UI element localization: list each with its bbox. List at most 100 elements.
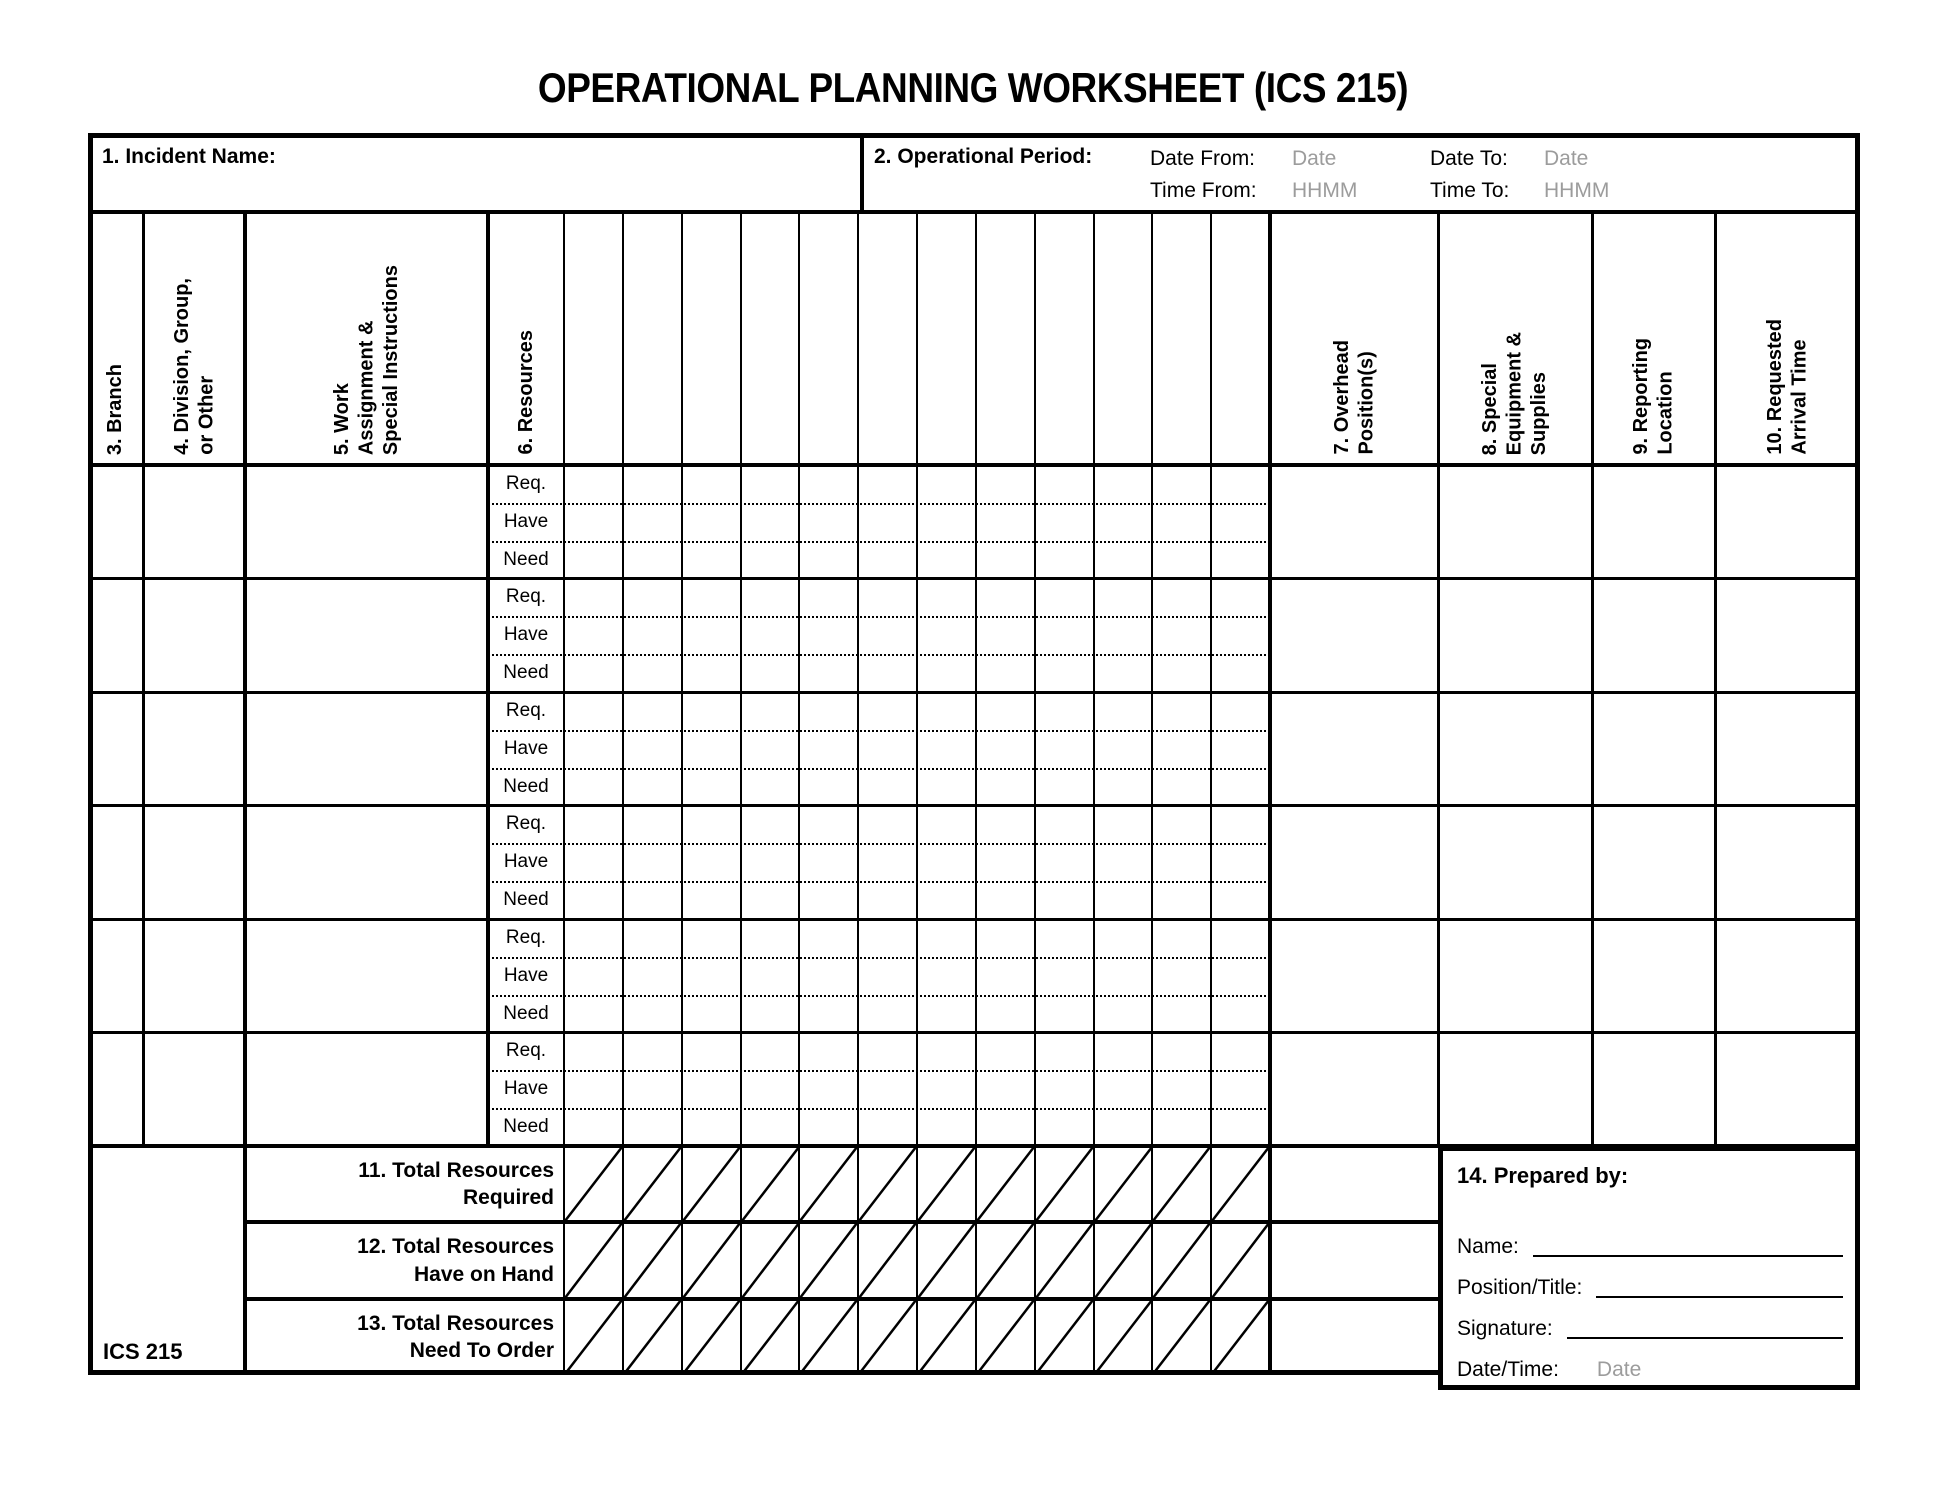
overhead-position-cell[interactable] [1270,1033,1438,1147]
resource-count-cell[interactable] [1211,1108,1270,1146]
prepared-name-input[interactable] [1532,1255,1843,1257]
resource-count-cell[interactable] [976,579,1035,617]
resource-count-cell[interactable] [1035,579,1094,617]
resource-count-cell[interactable] [1094,881,1153,919]
resource-count-cell[interactable] [858,995,917,1033]
resource-count-cell[interactable] [564,465,623,503]
prepared-signature-input[interactable] [1566,1337,1843,1339]
resource-count-cell[interactable] [741,654,800,692]
resource-count-cell[interactable] [858,843,917,881]
overhead-position-cell[interactable] [1270,692,1438,806]
resource-count-cell[interactable] [1211,579,1270,617]
overhead-total-cell[interactable] [1270,1299,1438,1375]
resource-count-cell[interactable] [623,768,682,806]
resource-count-cell[interactable] [1035,503,1094,541]
resource-count-cell[interactable] [564,1070,623,1108]
resource-count-cell[interactable] [623,957,682,995]
resource-count-cell[interactable] [1094,616,1153,654]
resource-count-cell[interactable] [682,541,741,579]
resource-count-cell[interactable] [1035,806,1094,844]
resource-count-cell[interactable] [682,579,741,617]
resource-count-cell[interactable] [623,1070,682,1108]
resource-count-cell[interactable] [564,881,623,919]
resource-count-cell[interactable] [564,768,623,806]
resource-count-cell[interactable] [682,692,741,730]
resource-count-cell[interactable] [1035,1033,1094,1071]
resource-count-cell[interactable] [1211,503,1270,541]
requested-arrival-cell[interactable] [1715,919,1860,1033]
resource-count-cell[interactable] [976,692,1035,730]
resource-count-cell[interactable] [741,503,800,541]
resource-count-cell[interactable] [682,503,741,541]
resource-count-cell[interactable] [799,957,858,995]
resource-count-cell[interactable] [564,843,623,881]
work-assignment-cell[interactable] [245,1033,488,1147]
resource-type-header-cell[interactable] [623,212,682,465]
resource-count-cell[interactable] [741,1033,800,1071]
reporting-location-cell[interactable] [1592,806,1715,920]
resource-count-cell[interactable] [564,1033,623,1071]
resource-count-cell[interactable] [741,768,800,806]
resource-count-cell[interactable] [917,919,976,957]
resource-count-cell[interactable] [623,843,682,881]
resource-count-cell[interactable] [1035,881,1094,919]
resource-count-cell[interactable] [1094,541,1153,579]
resource-count-cell[interactable] [976,730,1035,768]
resource-count-cell[interactable] [858,919,917,957]
resource-count-cell[interactable] [1152,465,1211,503]
resource-count-cell[interactable] [1211,768,1270,806]
resource-count-cell[interactable] [1035,654,1094,692]
resource-type-header-cell[interactable] [1035,212,1094,465]
resource-count-cell[interactable] [799,579,858,617]
resource-count-cell[interactable] [917,768,976,806]
resource-count-cell[interactable] [1211,541,1270,579]
resource-count-cell[interactable] [1211,919,1270,957]
special-equipment-cell[interactable] [1438,919,1592,1033]
resource-count-cell[interactable] [1035,692,1094,730]
resource-count-cell[interactable] [1094,843,1153,881]
resource-type-header-cell[interactable] [858,212,917,465]
resource-count-cell[interactable] [1094,1033,1153,1071]
resource-count-cell[interactable] [682,654,741,692]
resource-count-cell[interactable] [682,919,741,957]
resource-count-cell[interactable] [799,730,858,768]
resource-count-cell[interactable] [1094,1070,1153,1108]
resource-count-cell[interactable] [741,616,800,654]
resource-count-cell[interactable] [976,1108,1035,1146]
resource-count-cell[interactable] [1211,1033,1270,1071]
division-group-cell[interactable] [143,579,245,693]
resource-count-cell[interactable] [917,616,976,654]
resource-count-cell[interactable] [1094,768,1153,806]
resource-count-cell[interactable] [1035,730,1094,768]
resource-count-cell[interactable] [741,692,800,730]
reporting-location-cell[interactable] [1592,692,1715,806]
resource-count-cell[interactable] [1152,995,1211,1033]
resource-count-cell[interactable] [858,768,917,806]
work-assignment-cell[interactable] [245,579,488,693]
resource-type-header-cell[interactable] [1094,212,1153,465]
resource-count-cell[interactable] [976,654,1035,692]
resource-count-cell[interactable] [917,579,976,617]
resource-count-cell[interactable] [976,768,1035,806]
reporting-location-cell[interactable] [1592,465,1715,579]
resource-count-cell[interactable] [1152,843,1211,881]
resource-count-cell[interactable] [741,843,800,881]
overhead-total-cell[interactable] [1270,1222,1438,1299]
date-from-input[interactable]: Date [1292,147,1337,170]
reporting-location-cell[interactable] [1592,919,1715,1033]
resource-count-cell[interactable] [564,730,623,768]
requested-arrival-cell[interactable] [1715,465,1860,579]
resource-count-cell[interactable] [1035,919,1094,957]
resource-count-cell[interactable] [564,957,623,995]
resource-count-cell[interactable] [623,1033,682,1071]
resource-count-cell[interactable] [1152,579,1211,617]
resource-count-cell[interactable] [858,1070,917,1108]
reporting-location-cell[interactable] [1592,579,1715,693]
resource-count-cell[interactable] [858,579,917,617]
resource-type-header-cell[interactable] [682,212,741,465]
resource-count-cell[interactable] [858,1108,917,1146]
resource-count-cell[interactable] [1152,957,1211,995]
resource-count-cell[interactable] [799,919,858,957]
resource-count-cell[interactable] [799,1070,858,1108]
time-from-input[interactable]: HHMM [1292,179,1358,202]
